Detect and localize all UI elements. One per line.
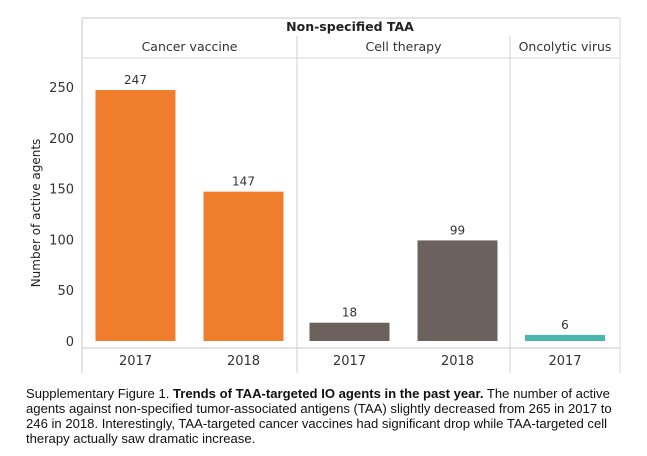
chart-title: Non-specified TAA <box>286 19 414 34</box>
caption-prefix: Supplementary Figure 1. <box>26 386 174 401</box>
data-label: 18 <box>342 306 357 320</box>
y-axis-label: Number of active agents <box>29 139 43 288</box>
panel-header: Cell therapy <box>366 39 443 54</box>
bar <box>417 240 498 341</box>
x-tick-label: 2017 <box>119 354 152 369</box>
data-label: 99 <box>450 223 465 237</box>
data-label: 6 <box>561 318 569 332</box>
x-tick-label: 2018 <box>227 354 260 369</box>
y-tick-label: 100 <box>49 233 74 248</box>
data-label: 147 <box>232 175 255 189</box>
panel-header: Cancer vaccine <box>142 39 238 54</box>
chart: Non-specified TAA Number of active agents… <box>29 17 621 373</box>
x-tick-label: 2017 <box>548 354 581 369</box>
caption-text: The number of active agents against non-… <box>26 386 612 446</box>
y-tick-label: 150 <box>49 183 74 198</box>
y-tick-label: 0 <box>66 335 74 350</box>
bar <box>525 334 605 341</box>
x-tick-label: 2018 <box>441 354 474 369</box>
caption-bold-title: Trends of TAA-targeted IO agents in the … <box>173 386 484 401</box>
figure-caption: Supplementary Figure 1. Trends of TAA-ta… <box>26 386 626 446</box>
data-label: 247 <box>124 73 147 87</box>
panel-header: Oncolytic virus <box>519 39 612 54</box>
bar <box>95 90 176 341</box>
y-tick-label: 200 <box>49 132 74 147</box>
bar <box>309 322 390 341</box>
y-tick-label: 250 <box>49 81 74 96</box>
x-tick-label: 2017 <box>333 354 366 369</box>
y-tick-label: 50 <box>57 284 74 299</box>
bar <box>203 191 284 341</box>
